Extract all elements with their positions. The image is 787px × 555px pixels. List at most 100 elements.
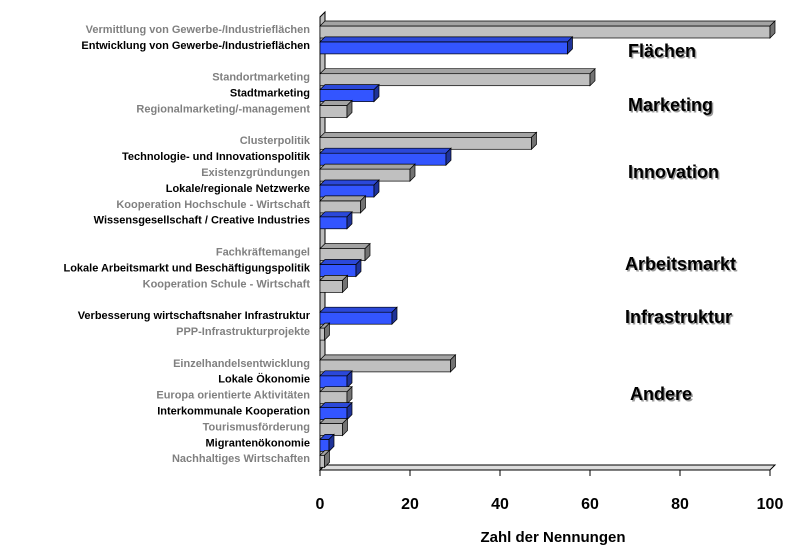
bar-side (445, 147, 452, 167)
y-tick-label: Vermittlung von Gewerbe-/Industriefläche… (86, 24, 311, 36)
bar (319, 25, 771, 39)
y-tick-label: Lokale/regionale Netzwerke (166, 183, 310, 195)
y-tick-label: Lokale Ökonomie (218, 373, 310, 386)
x-tick-label: 60 (581, 496, 599, 513)
bar-side (342, 274, 348, 294)
y-tick-label: Existenzgründungen (201, 167, 310, 179)
annotation-shadow: Innovation (630, 163, 721, 183)
y-tick-label: Kooperation Hochschule - Wirtschaft (116, 199, 310, 211)
y-tick-label: Verbesserung wirtschaftsnaher Infrastruk… (78, 310, 311, 322)
bar-top (319, 100, 353, 106)
bar (319, 439, 330, 452)
bar (319, 311, 393, 325)
bar (319, 216, 348, 230)
annotation-shadow: Flächen (630, 42, 698, 62)
bar-top (319, 163, 416, 170)
bar (319, 280, 343, 293)
bar-top (319, 386, 353, 393)
x-tick-label: 100 (757, 496, 784, 513)
y-tick-label: Regionalmarketing/-management (136, 103, 310, 115)
bar (319, 105, 348, 118)
bar-side (531, 131, 537, 151)
bar-side (355, 258, 362, 278)
x-tick-label: 80 (671, 496, 689, 513)
annotation: Andere (630, 384, 692, 404)
bar (319, 327, 325, 341)
y-tick-label: Standortmarketing (212, 72, 310, 84)
y-tick-label: Nachhaltiges Wirtschaften (172, 453, 310, 465)
x-axis-title: Zahl der Nennungen (480, 529, 625, 546)
bar-side (391, 306, 398, 326)
bar-top (319, 306, 398, 313)
x-tick-label: 40 (491, 496, 509, 513)
bar-side (346, 99, 353, 119)
bar (319, 73, 591, 87)
bar-top (319, 354, 457, 361)
bar (319, 407, 348, 420)
y-tick-label: Clusterpolitik (240, 135, 311, 147)
annotation-shadow: Marketing (630, 96, 715, 116)
bar-top (319, 211, 353, 218)
bar-side (589, 67, 596, 87)
annotation-shadow: Arbeitsmarkt (627, 255, 738, 275)
y-tick-label: Migrantenökonomie (205, 437, 310, 449)
bar-top (319, 68, 596, 75)
annotation: Flächen (628, 41, 696, 61)
bar (319, 359, 451, 373)
bar (319, 200, 361, 214)
y-tick-label: Kooperation Schule - Wirtschaft (143, 278, 311, 290)
annotation: Infrastruktur (625, 307, 732, 327)
bar-top (319, 131, 538, 138)
bar-top (319, 147, 452, 154)
bar (319, 391, 348, 405)
bar-side (346, 401, 353, 421)
annotation-shadow: Andere (632, 385, 694, 405)
bar-top (319, 179, 380, 186)
annotation: Marketing (628, 95, 713, 115)
x-tick-label: 20 (401, 496, 419, 513)
x-tick-label: 0 (316, 496, 325, 513)
bar-side (324, 449, 330, 469)
bar-top (319, 195, 367, 202)
y-tick-label: Einzelhandelsentwicklung (173, 358, 310, 370)
bar (319, 41, 568, 55)
bar-top (319, 402, 353, 408)
bar (319, 136, 532, 150)
bar-side (364, 242, 371, 262)
bar-side (342, 417, 348, 437)
y-tick-label: Entwicklung von Gewerbe-/Industriefläche… (81, 40, 310, 52)
bar-side (360, 195, 366, 214)
bar-top (319, 20, 776, 27)
bar-side (346, 369, 353, 389)
bar (319, 89, 375, 102)
bar-top (319, 36, 574, 43)
y-tick-label: Fachkräftemangel (216, 247, 310, 259)
y-tick-label: Wissensgesellschaft / Creative Industrie… (94, 215, 310, 227)
bar-top (319, 243, 371, 249)
bar-side (373, 179, 380, 198)
y-tick-label: Interkommunale Kooperation (157, 406, 310, 418)
y-tick-label: Lokale Arbeitsmarkt und Beschäftigungspo… (63, 262, 310, 274)
bar-side (450, 354, 456, 373)
bar-side (567, 36, 573, 55)
bar-top (319, 370, 353, 377)
bar (319, 152, 447, 166)
bar (319, 264, 357, 277)
bar (319, 423, 343, 436)
bar (319, 375, 348, 389)
bar-side (328, 433, 335, 453)
bar-top (319, 259, 362, 265)
y-tick-label: Technologie- und Innovationspolitik (122, 151, 311, 163)
bar-side (409, 163, 416, 182)
bar (319, 168, 411, 182)
bar-side (346, 210, 353, 230)
y-tick-label: Europa orientierte Aktivitäten (156, 390, 310, 402)
annotation: Innovation (628, 162, 719, 182)
y-tick-label: PPP-Infrastrukturprojekte (176, 326, 310, 338)
bar (319, 454, 325, 468)
y-tick-label: Stadtmarketing (230, 88, 310, 100)
bar-side (324, 322, 330, 341)
bar (319, 248, 366, 261)
y-tick-label: Tourismusförderung (203, 421, 310, 433)
